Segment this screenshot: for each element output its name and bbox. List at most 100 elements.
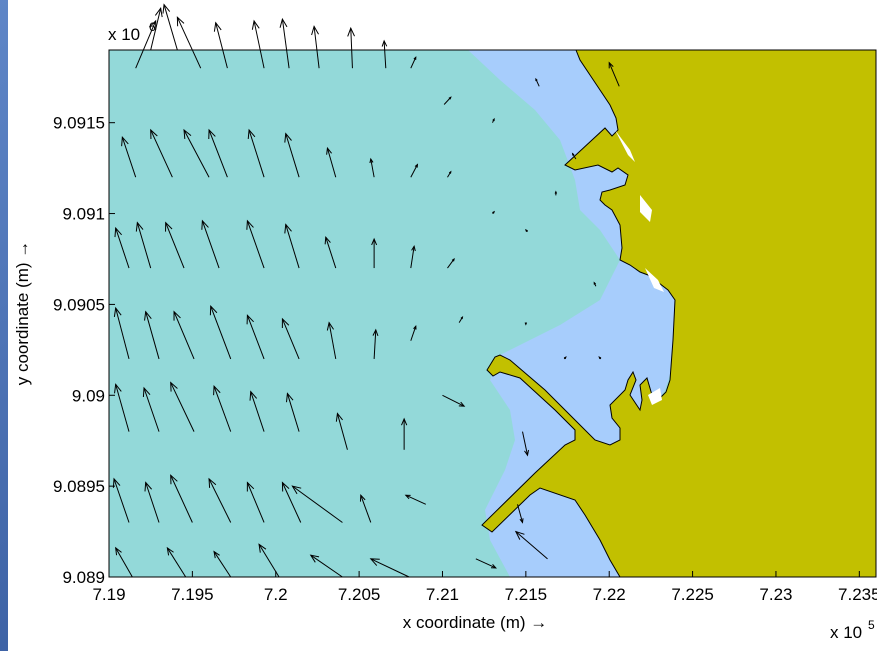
velocity-arrow (183, 128, 210, 178)
x-tick-label: 7.235 (838, 585, 877, 604)
velocity-arrow (324, 235, 337, 269)
velocity-arrow (311, 25, 320, 69)
velocity-arrow (535, 77, 540, 87)
x-tick-label: 7.22 (593, 585, 626, 604)
velocity-arrow (213, 384, 232, 432)
x-tick-label: 7.225 (671, 585, 714, 604)
velocity-arrow (135, 19, 157, 69)
x-multiplier: x 10 5 (830, 618, 875, 642)
velocity-arrow (492, 117, 495, 123)
velocity-arrow (144, 310, 160, 360)
velocity-arrow (335, 412, 348, 450)
velocity-arrow (246, 481, 265, 523)
x-tick-label: 7.2 (264, 585, 288, 604)
velocity-arrow (410, 244, 416, 269)
y-multiplier-exponent: 6 (149, 20, 156, 34)
velocity-arrow (593, 281, 597, 287)
land-region (481, 49, 877, 578)
velocity-arrow (121, 136, 137, 178)
velocity-arrow (458, 316, 464, 323)
plot-area (109, 3, 877, 578)
y-multiplier-base: x 10 (108, 25, 140, 44)
y-tick-label: 9.0905 (53, 295, 105, 314)
velocity-arrow (326, 321, 337, 360)
velocity-arrow (369, 157, 375, 178)
velocity-arrow (281, 481, 302, 523)
velocity-arrow (286, 392, 300, 432)
velocity-arrow (563, 356, 567, 360)
velocity-arrow (209, 305, 232, 360)
x-tick-label: 7.19 (92, 585, 125, 604)
velocity-arrow (173, 310, 195, 360)
velocity-arrow (347, 26, 355, 69)
x-tick-label: 7.21 (426, 585, 459, 604)
velocity-arrow (401, 417, 408, 450)
velocity-arrow (443, 96, 452, 105)
velocity-arrow (247, 128, 265, 178)
velocity-arrow (447, 257, 455, 269)
velocity-arrow (165, 221, 185, 269)
velocity-arrow (571, 152, 577, 160)
velocity-arrow (142, 386, 160, 432)
velocity-arrow (514, 530, 548, 560)
velocity-arrow (249, 390, 265, 432)
x-axis-ticks: 7.19 7.195 7.2 7.205 7.21 7.215 7.22 7.225 7.23 7… (92, 571, 877, 604)
y-tick-label: 9.089 (62, 568, 105, 587)
velocity-arrow (524, 322, 528, 326)
velocity-arrow (410, 325, 417, 341)
y-tick-label: 9.0915 (53, 114, 105, 133)
velocity-arrow (208, 128, 228, 178)
velocity-arrow (144, 481, 160, 523)
velocity-arrow (135, 221, 152, 269)
velocity-arrow (410, 56, 417, 69)
x-multiplier-exponent: 5 (868, 618, 875, 632)
y-axis-ticks: 9.089 9.0895 9.09 9.0905 9.091 9.0915 (53, 114, 115, 587)
velocity-arrow (442, 394, 466, 407)
velocity-arrow (369, 558, 410, 578)
velocity-arrow (246, 219, 265, 269)
velocity-arrow (447, 170, 452, 178)
x-tick-label: 7.23 (759, 585, 792, 604)
x-multiplier-base: x 10 (830, 623, 862, 642)
velocity-arrow (113, 306, 130, 360)
velocity-arrow (372, 328, 379, 359)
velocity-arrow (281, 317, 300, 360)
velocity-arrow (208, 477, 232, 523)
velocity-arrow (170, 474, 193, 523)
velocity-arrow (381, 39, 388, 69)
velocity-arrow (251, 19, 265, 69)
velocity-arrow (554, 190, 558, 196)
x-axis-label: x coordinate (m) → (403, 613, 548, 632)
velocity-arrow (517, 504, 524, 524)
x-tick-label: 7.215 (505, 585, 548, 604)
velocity-arrow (404, 494, 427, 505)
velocity-arrow (114, 226, 130, 269)
velocity-arrow (162, 3, 178, 51)
velocity-arrow (150, 128, 173, 178)
velocity-arrow (279, 17, 290, 69)
y-multiplier: x 10 6 (108, 20, 156, 44)
velocity-arrow (284, 132, 300, 178)
velocity-arrow (598, 356, 602, 360)
velocity-arrow (112, 477, 130, 523)
velocity-arrow (246, 314, 265, 360)
velocity-arrow (608, 61, 620, 87)
velocity-arrow (115, 546, 133, 578)
plot-frame (108, 49, 877, 578)
velocity-arrow (114, 383, 130, 432)
x-tick-label: 7.205 (338, 585, 381, 604)
velocity-arrow (492, 210, 496, 214)
velocity-arrow (201, 219, 220, 269)
velocity-arrow (475, 558, 498, 569)
velocity-arrow (291, 485, 343, 523)
velocity-arrow (150, 6, 163, 51)
y-tick-label: 9.091 (62, 205, 105, 224)
y-axis-label: y coordinate (m) → (13, 241, 32, 386)
velocity-arrow (170, 381, 195, 432)
velocity-arrow (213, 21, 228, 69)
velocity-arrow (371, 237, 378, 269)
y-tick-label: 9.09 (72, 386, 105, 405)
velocity-arrow (410, 163, 419, 178)
velocity-arrow (522, 431, 530, 457)
